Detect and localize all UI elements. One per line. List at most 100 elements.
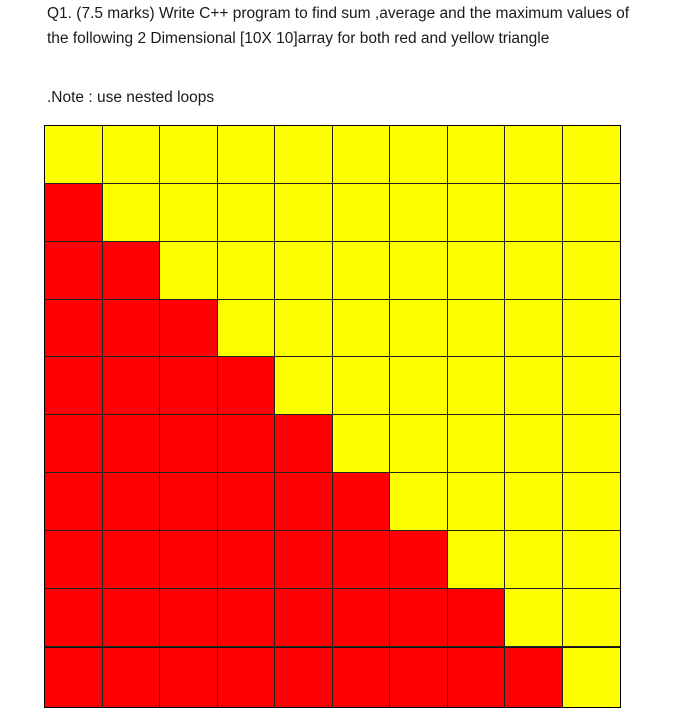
yellow-cell	[505, 531, 563, 589]
yellow-cell	[275, 126, 333, 184]
red-cell	[160, 415, 218, 474]
yellow-cell	[505, 357, 563, 416]
red-cell	[217, 646, 275, 707]
red-cell	[275, 531, 333, 589]
yellow-cell	[447, 357, 505, 416]
yellow-cell	[562, 473, 620, 532]
red-cell	[217, 588, 275, 647]
yellow-cell	[562, 531, 620, 589]
yellow-cell	[447, 531, 505, 589]
red-cell	[102, 415, 160, 474]
yellow-cell	[447, 126, 505, 184]
red-cell	[45, 646, 103, 707]
yellow-cell	[332, 241, 390, 300]
red-cell	[332, 646, 390, 707]
red-cell	[45, 299, 103, 358]
yellow-cell	[562, 357, 620, 416]
red-cell	[160, 357, 218, 416]
red-cell	[217, 415, 275, 474]
yellow-cell	[562, 241, 620, 300]
red-cell	[45, 357, 103, 416]
yellow-cell	[102, 126, 160, 184]
yellow-cell	[447, 241, 505, 300]
yellow-cell	[447, 299, 505, 358]
yellow-cell	[562, 415, 620, 474]
red-cell	[332, 473, 390, 532]
yellow-cell	[390, 183, 448, 242]
yellow-cell	[217, 241, 275, 300]
yellow-cell	[332, 299, 390, 358]
red-cell	[102, 299, 160, 358]
red-cell	[45, 531, 103, 589]
red-cell	[102, 588, 160, 647]
red-cell	[390, 646, 448, 707]
yellow-cell	[160, 183, 218, 242]
red-cell	[45, 241, 103, 300]
red-cell	[160, 588, 218, 647]
red-cell	[390, 531, 448, 589]
red-cell	[447, 646, 505, 707]
red-cell	[102, 531, 160, 589]
yellow-cell	[390, 299, 448, 358]
yellow-cell	[505, 588, 563, 647]
yellow-cell	[562, 299, 620, 358]
yellow-cell	[505, 415, 563, 474]
yellow-cell	[275, 183, 333, 242]
yellow-cell	[390, 473, 448, 532]
red-cell	[217, 473, 275, 532]
yellow-cell	[275, 357, 333, 416]
red-cell	[45, 415, 103, 474]
red-cell	[102, 357, 160, 416]
yellow-cell	[390, 357, 448, 416]
yellow-cell	[562, 126, 620, 184]
yellow-cell	[160, 241, 218, 300]
yellow-cell	[332, 357, 390, 416]
red-cell	[275, 473, 333, 532]
yellow-cell	[217, 183, 275, 242]
yellow-cell	[275, 241, 333, 300]
question-text: Q1. (7.5 marks) Write C++ program to fin…	[47, 5, 630, 47]
note-text: .Note : use nested loops	[47, 89, 215, 106]
red-cell	[332, 531, 390, 589]
red-cell	[390, 588, 448, 647]
red-cell	[102, 646, 160, 707]
yellow-cell	[275, 299, 333, 358]
yellow-cell	[332, 183, 390, 242]
red-cell	[217, 531, 275, 589]
yellow-cell	[217, 299, 275, 358]
yellow-cell	[332, 415, 390, 474]
yellow-cell	[562, 588, 620, 647]
yellow-cell	[390, 126, 448, 184]
yellow-cell	[505, 299, 563, 358]
red-cell	[160, 646, 218, 707]
yellow-cell	[45, 126, 103, 184]
yellow-cell	[217, 126, 275, 184]
red-cell	[102, 473, 160, 532]
yellow-cell	[332, 126, 390, 184]
yellow-cell	[447, 473, 505, 532]
red-cell	[275, 588, 333, 647]
yellow-cell	[390, 415, 448, 474]
red-cell	[45, 588, 103, 647]
red-cell	[45, 473, 103, 532]
yellow-cell	[160, 126, 218, 184]
red-cell	[505, 646, 563, 707]
red-cell	[447, 588, 505, 647]
red-cell	[275, 415, 333, 474]
red-cell	[160, 531, 218, 589]
red-cell	[275, 646, 333, 707]
red-cell	[217, 357, 275, 416]
yellow-cell	[562, 183, 620, 242]
yellow-cell	[562, 646, 620, 707]
yellow-cell	[102, 183, 160, 242]
red-cell	[160, 473, 218, 532]
yellow-cell	[447, 415, 505, 474]
yellow-cell	[390, 241, 448, 300]
yellow-cell	[505, 241, 563, 300]
red-cell	[332, 588, 390, 647]
yellow-cell	[505, 126, 563, 184]
yellow-cell	[505, 473, 563, 532]
red-cell	[102, 241, 160, 300]
red-cell	[160, 299, 218, 358]
triangle-grid	[44, 125, 621, 708]
